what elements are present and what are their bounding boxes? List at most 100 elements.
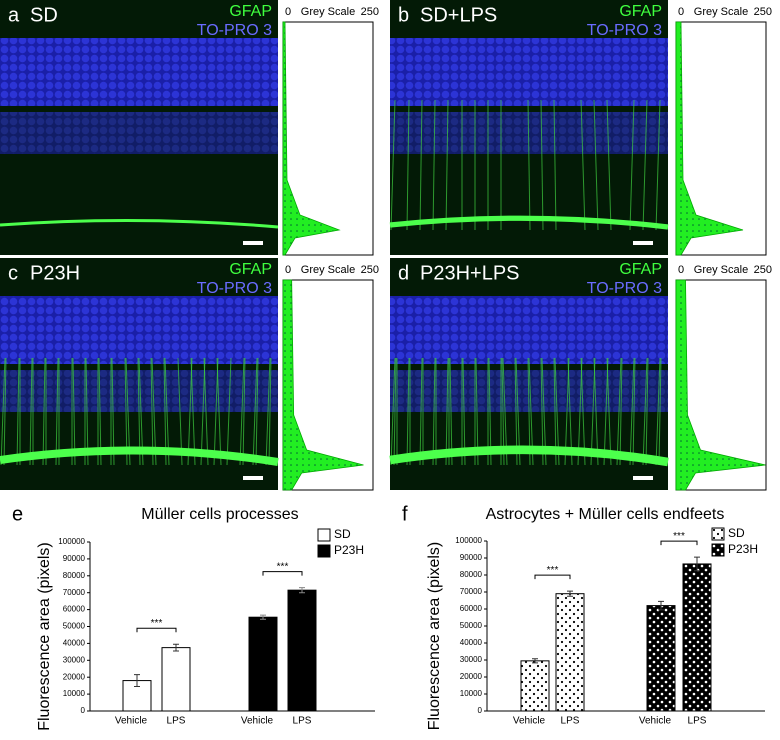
scale-bar xyxy=(243,476,263,480)
stain-label: GFAP xyxy=(619,261,662,278)
nuclear-layer xyxy=(0,38,278,106)
fiber xyxy=(590,357,596,466)
fiber xyxy=(629,357,635,466)
stain-label: TO-PRO 3 xyxy=(197,22,272,39)
fiber xyxy=(187,357,193,466)
error-bar xyxy=(299,587,305,594)
fiber xyxy=(616,357,622,466)
fiber xyxy=(655,99,661,231)
nuclear-layer xyxy=(0,112,278,154)
y-tick-label: 100000 xyxy=(455,536,482,545)
error-bar xyxy=(694,556,700,572)
legend-swatch xyxy=(317,528,331,542)
nuclear-layer xyxy=(0,296,278,364)
fiber xyxy=(445,357,449,466)
fiber xyxy=(16,357,20,466)
fiber xyxy=(645,357,649,466)
bar xyxy=(287,589,317,712)
fiber xyxy=(432,357,436,466)
nuclear-layer xyxy=(390,38,668,106)
error-bar xyxy=(532,658,538,664)
fiber xyxy=(432,99,436,231)
profile-max: 250 xyxy=(754,6,772,18)
x-tick-label: Vehicle xyxy=(639,716,672,727)
error-bar xyxy=(658,600,664,611)
error-bar xyxy=(567,590,573,597)
y-tick-label: 100000 xyxy=(58,537,85,546)
fiber xyxy=(252,357,258,466)
bar xyxy=(520,660,550,712)
fiber xyxy=(29,357,33,466)
fiber xyxy=(3,357,7,466)
y-tick-label: 80000 xyxy=(63,571,86,580)
legend-swatch xyxy=(711,527,725,541)
fiber xyxy=(419,99,423,231)
fiber xyxy=(164,357,170,466)
y-tick-label: 90000 xyxy=(63,554,86,563)
fiber xyxy=(577,357,583,466)
fiber xyxy=(629,99,635,231)
error-bar xyxy=(260,614,266,620)
error-bar xyxy=(134,674,140,687)
profile-curve xyxy=(675,21,744,256)
significance-label: *** xyxy=(277,561,289,572)
endfeet xyxy=(389,445,669,467)
scale-bar xyxy=(633,241,653,245)
error-bar xyxy=(173,643,179,652)
legend-label: P23H xyxy=(728,542,758,556)
legend-label: SD xyxy=(728,526,745,540)
fiber xyxy=(619,357,623,466)
profile-max: 250 xyxy=(361,264,379,276)
nuclear-layer xyxy=(390,296,668,364)
y-axis-label: Fluorescence area (pixels) xyxy=(426,542,443,731)
y-tick-label: 30000 xyxy=(63,655,86,664)
significance-label: *** xyxy=(151,618,163,629)
x-tick-label: LPS xyxy=(561,716,580,727)
stain-label: TO-PRO 3 xyxy=(587,280,662,297)
significance-label: *** xyxy=(547,565,559,576)
fiber xyxy=(642,357,648,466)
fiber xyxy=(642,99,648,231)
fiber xyxy=(593,99,599,231)
fiber xyxy=(390,357,396,466)
y-axis-label: Fluorescence area (pixels) xyxy=(36,542,53,731)
endfeet xyxy=(0,446,279,466)
x-tick-label: Vehicle xyxy=(241,716,274,727)
fiber xyxy=(527,99,531,231)
y-tick-label: 50000 xyxy=(63,622,86,631)
panel-letter: f xyxy=(402,503,408,525)
fiber xyxy=(603,357,609,466)
bar xyxy=(161,647,191,712)
fiber xyxy=(268,357,272,466)
legend-label: SD xyxy=(334,527,351,541)
chart-title: Astrocytes + Müller cells endfeets xyxy=(486,506,725,523)
bar xyxy=(248,616,278,712)
y-tick-label: 10000 xyxy=(63,689,86,698)
y-tick-label: 20000 xyxy=(460,672,483,681)
fiber xyxy=(606,99,612,231)
significance-bracket xyxy=(136,627,177,633)
fiber xyxy=(406,357,410,466)
profile-curve xyxy=(282,21,341,256)
fiber xyxy=(85,357,89,466)
y-tick-label: 70000 xyxy=(460,587,483,596)
x-tick-label: Vehicle xyxy=(115,716,148,727)
panel-letter: e xyxy=(12,503,23,525)
profile-label: Grey Scale xyxy=(301,6,355,18)
y-tick-label: 40000 xyxy=(63,639,86,648)
legend-swatch xyxy=(317,544,331,558)
stain-label: GFAP xyxy=(229,261,272,278)
fiber xyxy=(390,99,396,231)
y-tick-label: 90000 xyxy=(460,553,483,562)
fiber xyxy=(449,357,453,466)
profile-max: 250 xyxy=(754,264,772,276)
significance-bracket xyxy=(262,571,303,576)
stain-label: TO-PRO 3 xyxy=(197,280,272,297)
fiber xyxy=(632,357,636,466)
fiber xyxy=(177,357,183,466)
legend-swatch xyxy=(711,543,725,557)
stain-label: GFAP xyxy=(619,3,662,20)
fiber xyxy=(242,357,246,466)
y-tick-label: 40000 xyxy=(460,638,483,647)
